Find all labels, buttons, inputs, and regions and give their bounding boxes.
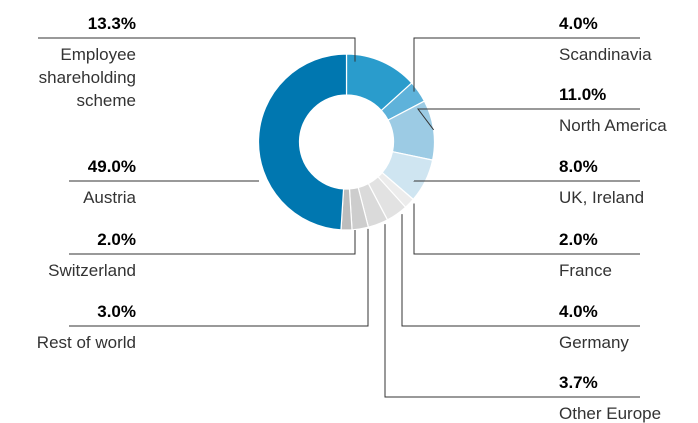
- value-label-germany: 4.0%: [559, 302, 598, 321]
- slice-austria: [257, 53, 348, 231]
- category-label-other-europe: Other Europe: [559, 404, 661, 423]
- value-label-employee-shareholding-scheme: 13.3%: [88, 14, 136, 33]
- value-label-north-america: 11.0%: [559, 85, 606, 104]
- category-label-rest-of-world: Rest of world: [37, 333, 136, 352]
- leader-employee-shareholding-scheme: [38, 37, 356, 62]
- category-label-france: France: [559, 261, 612, 280]
- value-label-scandinavia: 4.0%: [559, 14, 598, 33]
- category-label-uk-ireland: UK, Ireland: [559, 188, 644, 207]
- leader-switzerland: [69, 230, 356, 255]
- category-label-scandinavia: Scandinavia: [559, 45, 652, 64]
- donut-slices: [257, 53, 436, 231]
- leader-scandinavia: [413, 37, 640, 92]
- category-label-germany: Germany: [559, 333, 629, 352]
- leader-lines: [38, 37, 640, 398]
- value-label-france: 2.0%: [559, 230, 598, 249]
- category-label-switzerland: Switzerland: [48, 261, 136, 280]
- value-label-switzerland: 2.0%: [97, 230, 136, 249]
- value-label-austria: 49.0%: [88, 157, 136, 176]
- category-label-employee-shareholding-scheme: Employee shareholding scheme: [39, 45, 136, 110]
- leader-other-europe: [384, 224, 640, 398]
- leader-france: [413, 203, 640, 255]
- chart-labels: 13.3% Employee shareholding scheme 4.0% Scand…: [37, 14, 667, 423]
- value-label-uk-ireland: 8.0%: [559, 157, 598, 176]
- leader-germany: [401, 214, 640, 327]
- category-label-north-america: North America: [559, 116, 667, 135]
- value-label-rest-of-world: 3.0%: [97, 302, 136, 321]
- leader-rest-of-world: [69, 228, 369, 327]
- value-label-other-europe: 3.7%: [559, 373, 598, 392]
- leader-north-america: [416, 108, 640, 131]
- category-label-austria: Austria: [83, 188, 136, 207]
